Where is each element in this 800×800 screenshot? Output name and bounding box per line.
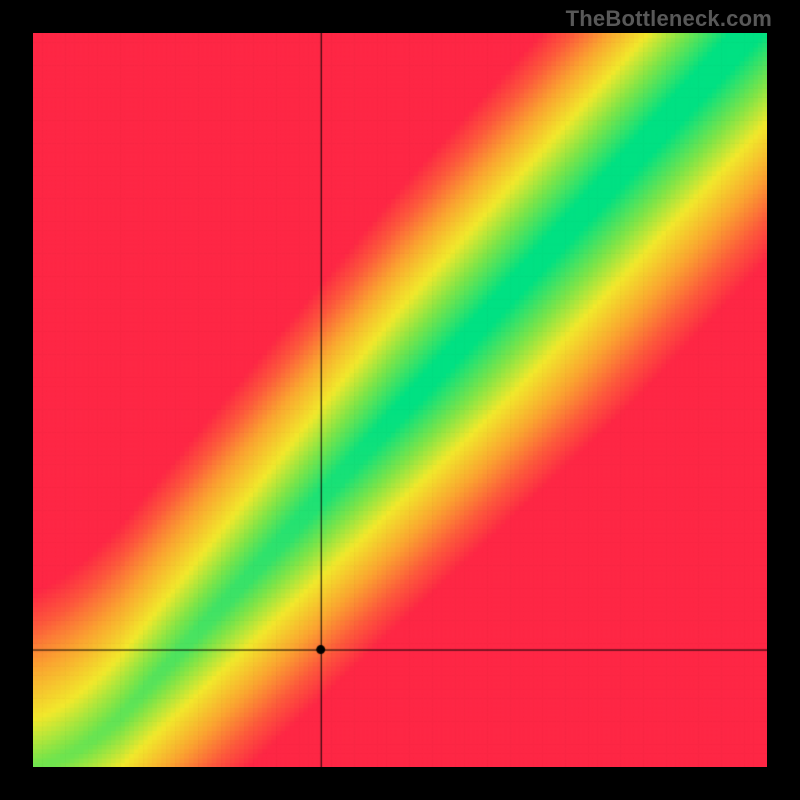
watermark-label: TheBottleneck.com [566, 6, 772, 32]
stage: TheBottleneck.com [0, 0, 800, 800]
bottleneck-heatmap [33, 33, 767, 767]
